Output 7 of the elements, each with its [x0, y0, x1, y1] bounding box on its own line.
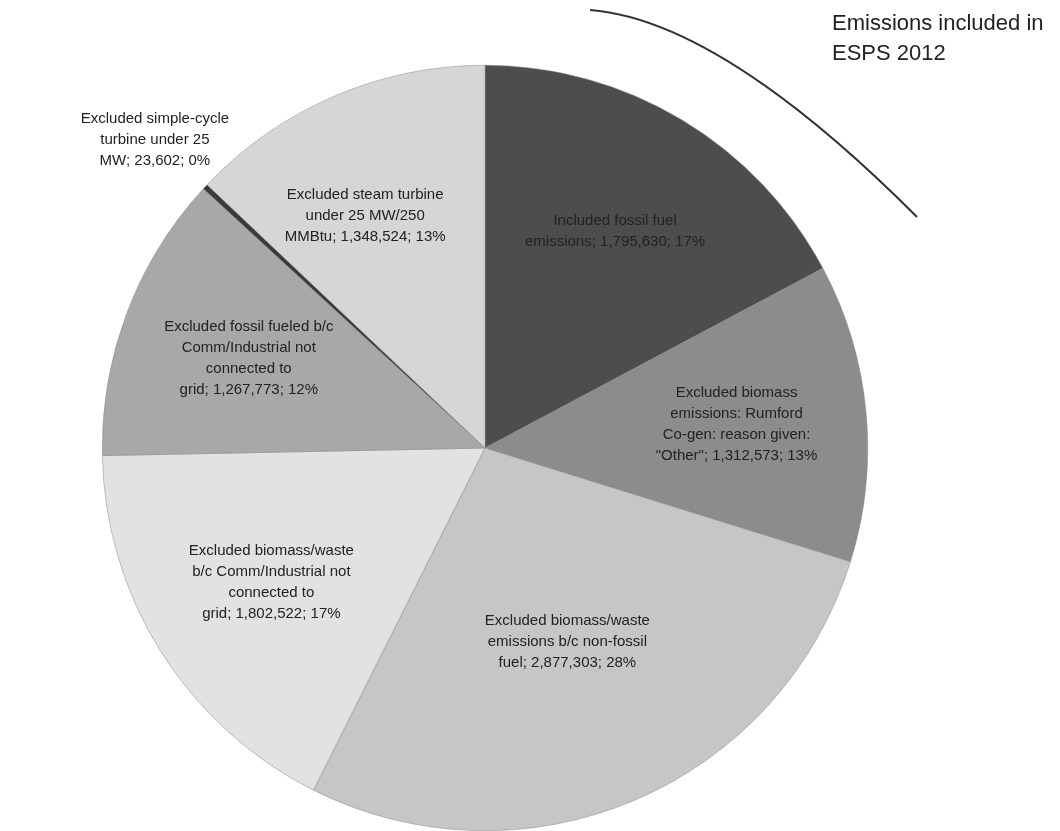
slice-label: Excluded biomass/waste emissions b/c non-fossil fuel; 2,877,303; 28%	[484, 610, 650, 670]
slice-label: Excluded steam turbine under 25 MW/250 MMBtu; 1,348,524; 13%	[284, 185, 446, 245]
slice-label: Excluded biomass/waste b/c Comm/Industrial not connected to grid; 1,802,522; 17%	[188, 541, 354, 622]
slice-label: Excluded fossil fueled b/c Comm/Industrial not connected to grid; 1,267,773; 12%	[164, 317, 334, 398]
text: Emissions included in ESPS 2012	[832, 9, 1045, 67]
slice-label: Excluded biomass emissions: Rumford Co-gen: reason given: "Other"; 1,312,573; 13%	[655, 383, 818, 464]
slice-label: Excluded simple-cycle turbine under 25 MW; 23,602; 0%	[80, 108, 230, 168]
